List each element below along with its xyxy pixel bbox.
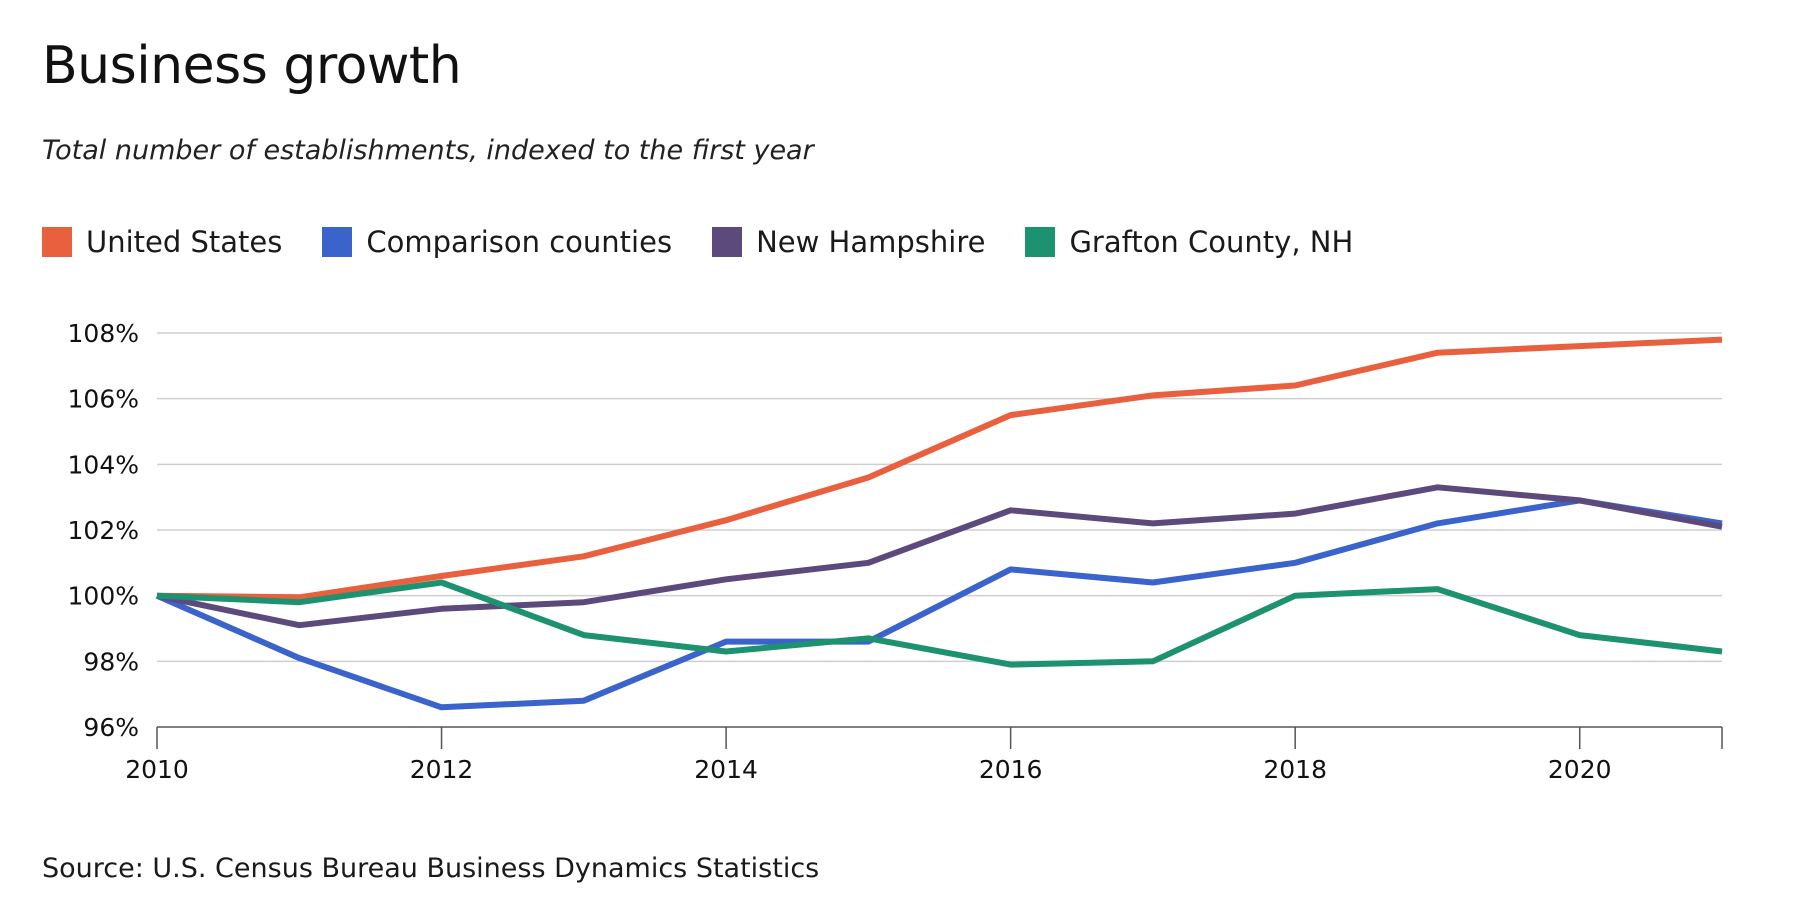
y-tick-label: 96% [83,713,139,742]
legend-swatch [712,227,743,257]
y-tick-label: 98% [83,647,139,676]
source-note: Source: U.S. Census Bureau Business Dyna… [42,853,820,884]
y-tick-label: 108% [68,319,139,348]
x-tick-label: 2016 [979,755,1043,784]
legend-label: Comparison counties [366,225,673,259]
legend-item-3: Grafton County, NH [1025,225,1353,259]
legend-item-1: Comparison counties [322,225,672,259]
line-chart: 96% 98% 100% 102% 104% 106% 108% 2010 2012 2014 20… [68,319,1723,784]
chart-title: Business growth [42,36,462,96]
x-tick-label: 2012 [410,755,474,784]
series-line-3 [156,579,1723,668]
legend-swatch [322,227,353,257]
legend-swatch [1025,227,1056,257]
x-tick-label: 2014 [694,755,758,784]
y-tick-label: 104% [68,450,139,479]
legend-swatch [42,227,72,257]
series-line-0 [156,336,1723,601]
series-line-1 [155,497,1723,711]
x-tick-label: 2018 [1263,755,1327,784]
legend-label: New Hampshire [756,225,986,259]
legend-label: Grafton County, NH [1069,225,1354,259]
y-tick-label: 106% [68,385,139,414]
y-tick-label: 102% [68,516,139,545]
y-tick-label: 100% [68,582,139,611]
legend: United States Comparison counties New Hamp… [42,222,1353,262]
series-line-2 [156,484,1723,629]
x-tick-label: 2010 [125,755,189,784]
x-tick-label: 2020 [1548,755,1612,784]
legend-label: United States [86,225,283,259]
legend-item-0: United States [42,225,282,259]
chart-subtitle: Total number of establishments, indexed … [42,135,814,166]
legend-item-2: New Hampshire [712,225,985,259]
